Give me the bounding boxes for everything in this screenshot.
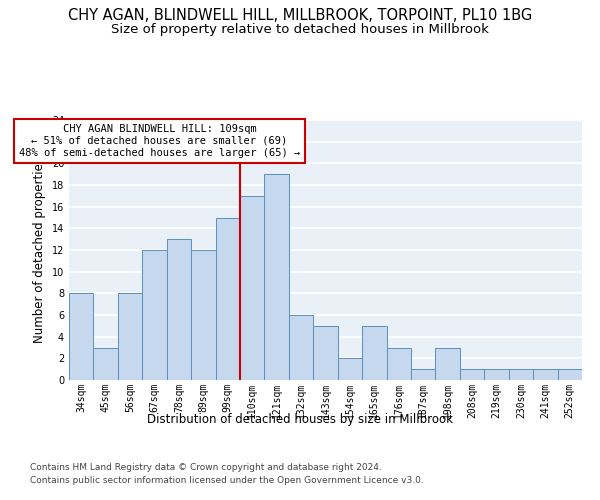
Bar — [460, 369, 484, 380]
Bar — [289, 315, 313, 380]
Bar — [436, 348, 460, 380]
Text: Distribution of detached houses by size in Millbrook: Distribution of detached houses by size … — [147, 412, 453, 426]
Bar — [265, 174, 289, 380]
Bar — [118, 294, 142, 380]
Bar — [191, 250, 215, 380]
Text: Contains HM Land Registry data © Crown copyright and database right 2024.: Contains HM Land Registry data © Crown c… — [30, 462, 382, 471]
Bar — [142, 250, 167, 380]
Bar — [94, 348, 118, 380]
Bar — [533, 369, 557, 380]
Bar — [411, 369, 436, 380]
Text: Size of property relative to detached houses in Millbrook: Size of property relative to detached ho… — [111, 22, 489, 36]
Text: Contains public sector information licensed under the Open Government Licence v3: Contains public sector information licen… — [30, 476, 424, 485]
Text: CHY AGAN, BLINDWELL HILL, MILLBROOK, TORPOINT, PL10 1BG: CHY AGAN, BLINDWELL HILL, MILLBROOK, TOR… — [68, 8, 532, 22]
Bar — [386, 348, 411, 380]
Bar — [240, 196, 265, 380]
Bar — [484, 369, 509, 380]
Bar — [509, 369, 533, 380]
Bar — [338, 358, 362, 380]
Bar — [557, 369, 582, 380]
Y-axis label: Number of detached properties: Number of detached properties — [33, 157, 46, 343]
Bar — [362, 326, 386, 380]
Text: CHY AGAN BLINDWELL HILL: 109sqm
← 51% of detached houses are smaller (69)
48% of: CHY AGAN BLINDWELL HILL: 109sqm ← 51% of… — [19, 124, 300, 158]
Bar — [167, 239, 191, 380]
Bar — [215, 218, 240, 380]
Bar — [313, 326, 338, 380]
Bar — [69, 294, 94, 380]
